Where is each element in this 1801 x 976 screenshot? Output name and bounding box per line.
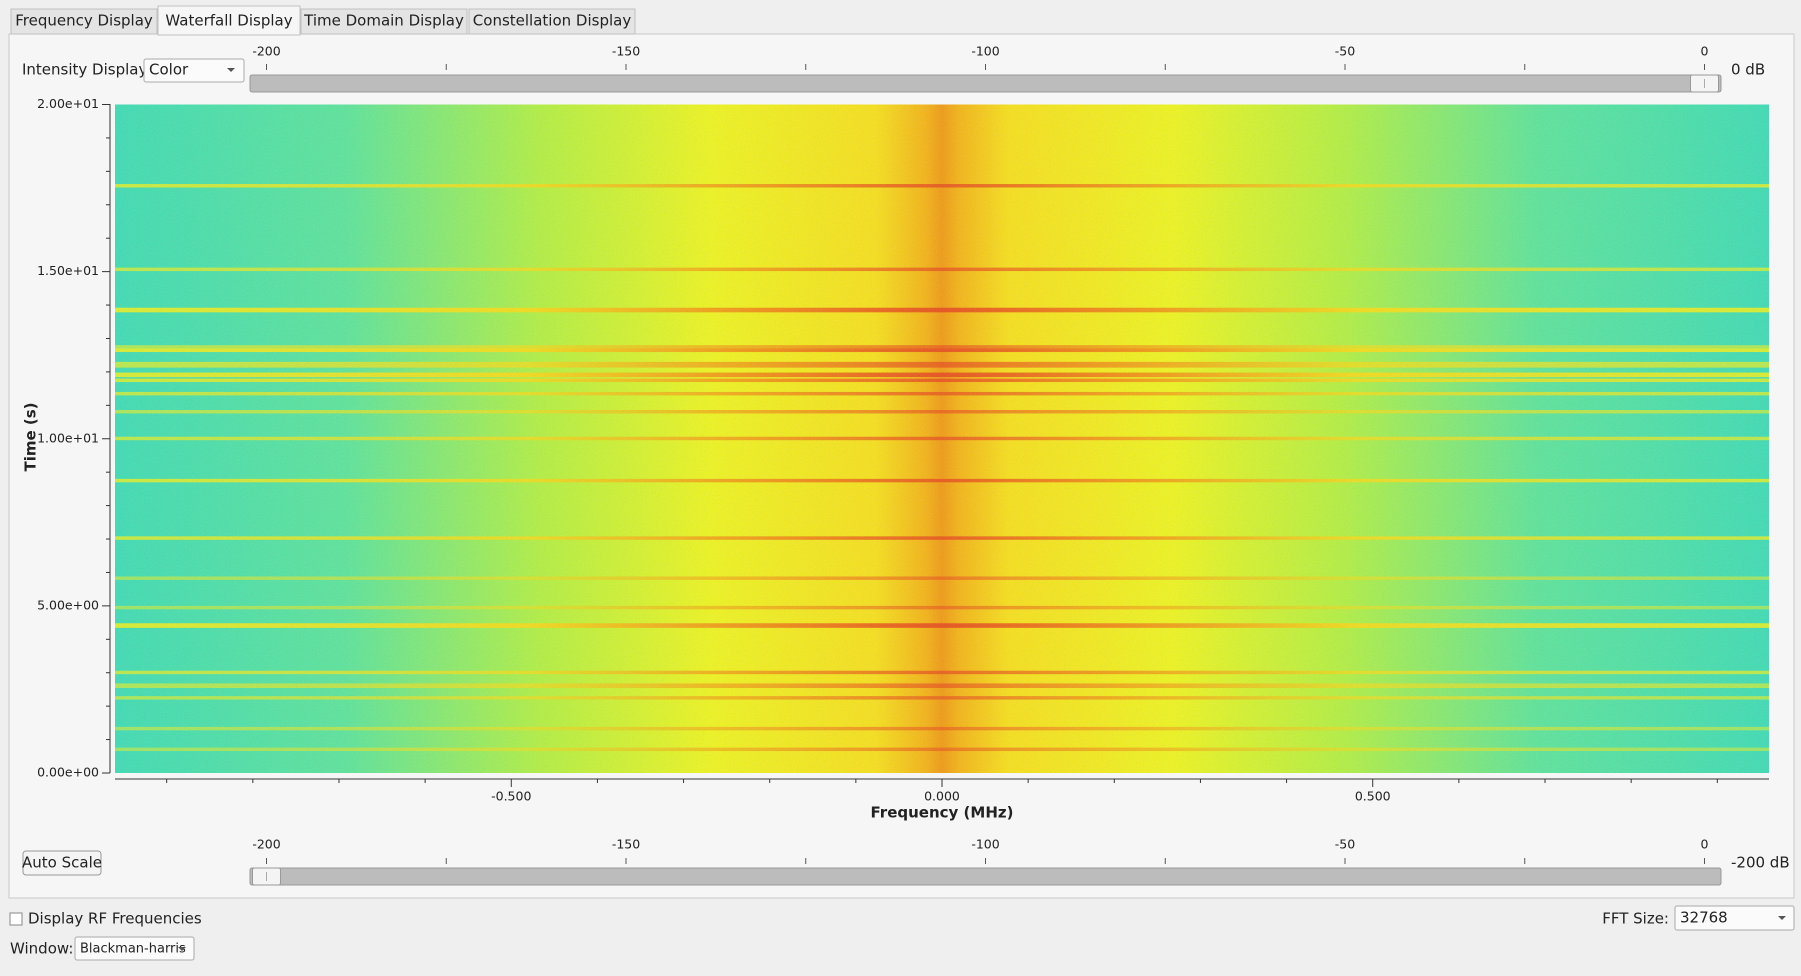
intensity-label: Intensity Display: [22, 61, 151, 79]
tab[interactable] [300, 8, 468, 35]
y-axis-label: Time (s) [22, 402, 40, 471]
rf-checkbox-label: Display RF Frequencies [28, 910, 202, 928]
tab-label: Frequency Display [15, 12, 153, 30]
fft-value: 32768 [1680, 909, 1728, 927]
intensity-dropdown[interactable] [143, 58, 245, 83]
y-tick-label: 0.00e+00 [37, 765, 99, 780]
x-tick-label: 0.500 [1355, 789, 1391, 804]
auto-scale-button[interactable] [22, 850, 102, 876]
slider-value-label: 0 dB [1731, 61, 1765, 79]
y-tick-label: 1.50e+01 [37, 263, 99, 278]
rf-checkbox[interactable] [9, 912, 23, 926]
window-value: Blackman-harris [80, 942, 186, 957]
y-tick-label: 2.00e+01 [37, 96, 99, 111]
intensity-value: Color [149, 61, 189, 79]
window-label: Window: [10, 940, 73, 958]
tab-bar: Frequency Display Waterfall Display Time D… [10, 5, 636, 36]
slider-tick-label: -200 [252, 44, 280, 59]
slider-value-label: -200 dB [1731, 854, 1790, 872]
slider-tick-label: -100 [971, 44, 999, 59]
tab[interactable] [10, 8, 158, 35]
auto-scale-text: Auto Scale [22, 854, 102, 872]
slider-tick-label: -150 [612, 837, 640, 852]
y-tick-label: 1.00e+01 [37, 430, 99, 445]
slider-tick-label: 0 [1701, 837, 1709, 852]
slider-track[interactable] [249, 74, 1722, 93]
y-tick-label: 5.00e+00 [37, 597, 99, 612]
slider-tick-label: -100 [971, 837, 999, 852]
dropdown-arrow [178, 947, 186, 951]
x-tick-label: -0.500 [491, 789, 531, 804]
window-dropdown[interactable] [74, 936, 195, 961]
slider-tick-label: -50 [1335, 44, 1355, 59]
fft-label: FFT Size: [1602, 910, 1669, 928]
slider-tick-label: 0 [1701, 44, 1709, 59]
slider-tick-label: -150 [612, 44, 640, 59]
fft-dropdown[interactable] [1674, 905, 1795, 931]
tab-label: Time Domain Display [303, 12, 464, 30]
tab-label: Constellation Display [473, 12, 632, 30]
x-tick-label: 0.000 [924, 789, 960, 804]
tab-label: Waterfall Display [165, 12, 292, 30]
x-axis-label: Frequency (MHz) [871, 804, 1014, 822]
dropdown-arrow [1778, 916, 1786, 920]
slider-track[interactable] [249, 867, 1722, 886]
tab[interactable] [157, 5, 301, 36]
dropdown-arrow [227, 68, 235, 72]
waterfall-noise [115, 104, 1769, 773]
slider-tick-label: -200 [252, 837, 280, 852]
tab[interactable] [468, 8, 636, 35]
slider-tick-label: -50 [1335, 837, 1355, 852]
